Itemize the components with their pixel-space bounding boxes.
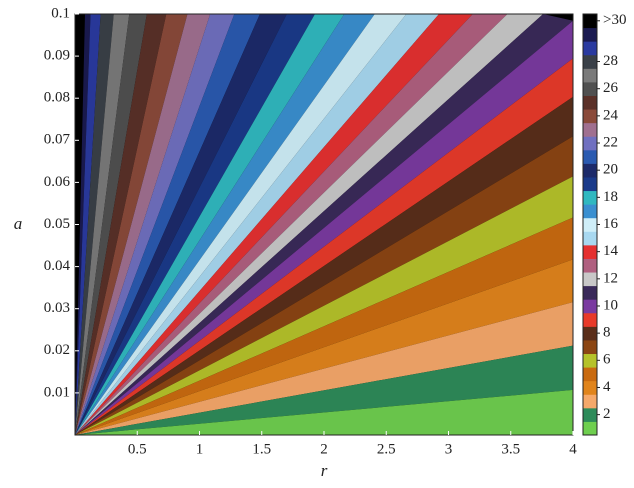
colorbar-cell: [583, 123, 597, 137]
colorbar-cell: [583, 354, 597, 368]
y-tick-label: 0.1: [51, 5, 70, 21]
x-axis-label: r: [321, 461, 328, 480]
colorbar-cell: [583, 55, 597, 69]
y-tick-label: 0.07: [44, 132, 71, 148]
colorbar-tick-label: 14: [603, 243, 619, 259]
colorbar-cell: [583, 313, 597, 327]
colorbar-cell: [583, 286, 597, 300]
x-tick-label: 1: [196, 441, 204, 457]
colorbar-cell: [583, 177, 597, 191]
colorbar-tick-label: >30: [603, 12, 626, 28]
colorbar-cell: [583, 150, 597, 164]
colorbar-cell: [583, 340, 597, 354]
colorbar-cell: [583, 394, 597, 408]
colorbar-tick-label: 22: [603, 134, 618, 150]
colorbar-cell: [583, 14, 597, 28]
x-tick-label: 0.5: [128, 441, 147, 457]
colorbar-cell: [583, 272, 597, 286]
x-tick-label: 2: [320, 441, 328, 457]
colorbar-cell: [583, 28, 597, 42]
colorbar-tick-label: 10: [603, 297, 618, 313]
y-tick-label: 0.02: [44, 342, 70, 358]
colorbar-tick-label: 4: [603, 379, 611, 395]
colorbar-cell: [583, 326, 597, 340]
x-tick-label: 4: [569, 441, 577, 457]
y-axis-label: a: [14, 214, 23, 233]
colorbar-cell: [583, 408, 597, 422]
colorbar-tick-label: 26: [603, 80, 619, 96]
colorbar-tick-label: 24: [603, 107, 619, 123]
colorbar-cell: [583, 218, 597, 232]
x-tick-label: 2.5: [377, 441, 396, 457]
x-tick-label: 3.5: [501, 441, 520, 457]
colorbar-cell: [583, 231, 597, 245]
colorbar-tick-label: 20: [603, 162, 618, 178]
colorbar-cell: [583, 421, 597, 435]
x-tick-label: 3: [445, 441, 453, 457]
colorbar-cell: [583, 95, 597, 109]
colorbar-tick-label: 8: [603, 325, 611, 341]
colorbar-cell: [583, 245, 597, 259]
y-tick-label: 0.09: [44, 48, 70, 64]
x-tick-label: 1.5: [252, 441, 271, 457]
colorbar-cell: [583, 163, 597, 177]
colorbar-cell: [583, 204, 597, 218]
colorbar-tick-label: 18: [603, 189, 618, 205]
y-tick-label: 0.04: [44, 258, 71, 274]
colorbar-tick-label: 12: [603, 270, 618, 286]
colorbar-tick-label: 2: [603, 406, 611, 422]
colorbar-cell: [583, 68, 597, 82]
colorbar-cell: [583, 136, 597, 150]
colorbar-cell: [583, 109, 597, 123]
colorbar-tick-label: 28: [603, 53, 618, 69]
chart: a r 246810121416182022242628>300.511.522…: [0, 0, 634, 483]
y-tick-label: 0.03: [44, 300, 70, 316]
y-tick-label: 0.06: [44, 174, 71, 190]
y-tick-label: 0.01: [44, 384, 70, 400]
colorbar-cell: [583, 258, 597, 272]
y-tick-label: 0.08: [44, 90, 70, 106]
colorbar-cell: [583, 381, 597, 395]
colorbar-cell: [583, 191, 597, 205]
colorbar-cell: [583, 299, 597, 313]
colorbar-cell: [583, 367, 597, 381]
colorbar-tick-label: 6: [603, 352, 611, 368]
y-tick-label: 0.05: [44, 216, 70, 232]
colorbar-tick-label: 16: [603, 216, 619, 232]
colorbar-cell: [583, 82, 597, 96]
colorbar-cell: [583, 41, 597, 55]
